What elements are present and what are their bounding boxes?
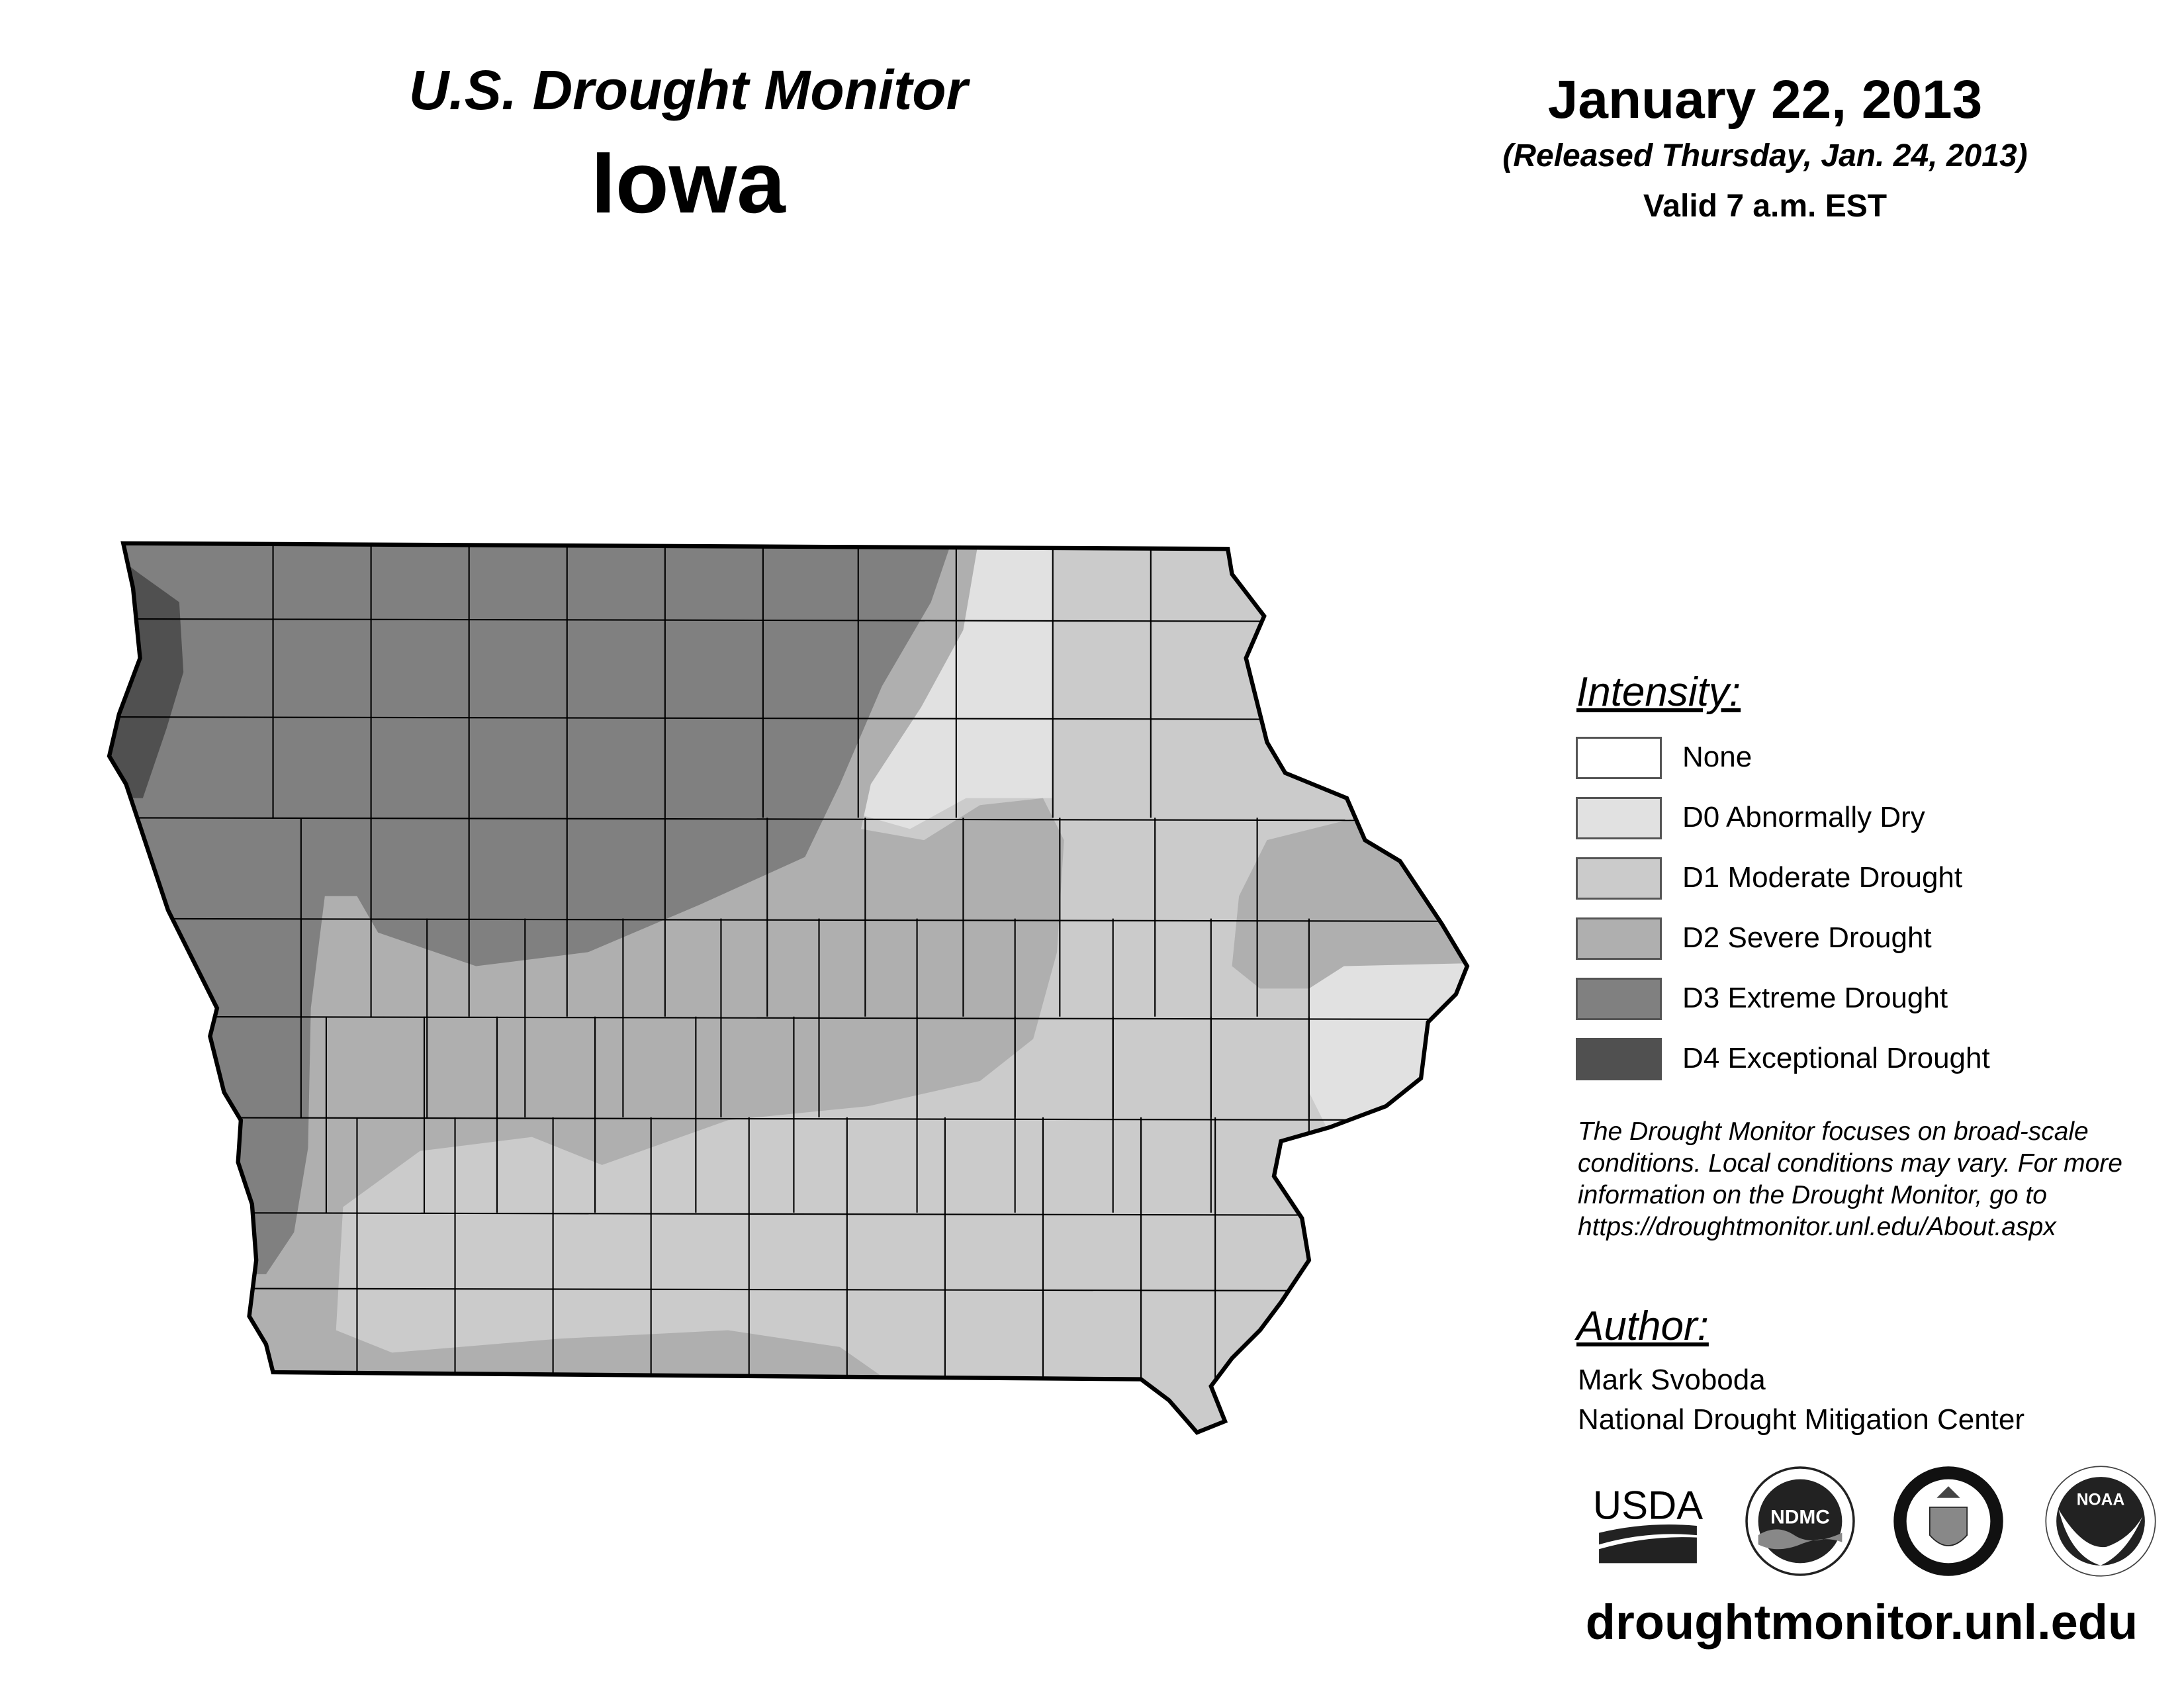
legend-swatch [1576, 857, 1662, 900]
author-name: Mark Svoboda [1578, 1364, 1766, 1396]
legend-label: D0 Abnormally Dry [1682, 801, 1925, 833]
disclaimer: The Drought Monitor focuses on broad-sca… [1578, 1116, 2173, 1243]
legend-label: D1 Moderate Drought [1682, 861, 1963, 894]
author-organization: National Drought Mitigation Center [1578, 1403, 2025, 1436]
svg-text:NDMC: NDMC [1770, 1507, 1830, 1528]
disclaimer-link[interactable]: https://droughtmonitor.unl.edu/About.asp… [1578, 1213, 2056, 1241]
map-date: January 22, 2013 [1547, 70, 1983, 130]
author-heading: Author: [1576, 1303, 1709, 1349]
d0-area-east [1308, 959, 1467, 1135]
valid-time: Valid 7 a.m. EST [1643, 189, 1888, 224]
release-date: (Released Thursday, Jan. 24, 2013) [1502, 138, 2028, 173]
disclaimer-line: conditions. Local conditions may vary. F… [1578, 1149, 2122, 1178]
legend-swatch [1576, 978, 1662, 1020]
legend-swatch [1576, 797, 1662, 839]
legend-label: None [1682, 741, 1752, 773]
product-title: U.S. Drought Monitor [408, 59, 968, 121]
county-boundaries [109, 543, 1467, 1380]
doc-seal-logo [1893, 1466, 2003, 1576]
legend-swatch [1576, 1038, 1662, 1080]
disclaimer-line: information on the Drought Monitor, go t… [1578, 1181, 2047, 1209]
legend-title: Intensity: [1576, 669, 1741, 715]
legend-label: D3 Extreme Drought [1682, 982, 1948, 1014]
svg-text:NOAA: NOAA [2077, 1491, 2125, 1509]
legend-label: D4 Exceptional Drought [1682, 1042, 1990, 1074]
usda-logo: USDA [1593, 1483, 1703, 1564]
legend-swatch [1576, 917, 1662, 960]
website-url[interactable]: droughtmonitor.unl.edu [1585, 1595, 2138, 1650]
ndmc-logo: NDMC [1745, 1466, 1855, 1576]
disclaimer-line: The Drought Monitor focuses on broad-sca… [1578, 1117, 2089, 1146]
noaa-logo: NOAA [2045, 1466, 2156, 1577]
iowa-state-outline [107, 541, 1470, 1435]
legend-swatch [1576, 737, 1662, 779]
state-title: Iowa [591, 134, 786, 231]
legend-label: D2 Severe Drought [1682, 921, 1932, 954]
svg-text:USDA: USDA [1593, 1483, 1703, 1527]
